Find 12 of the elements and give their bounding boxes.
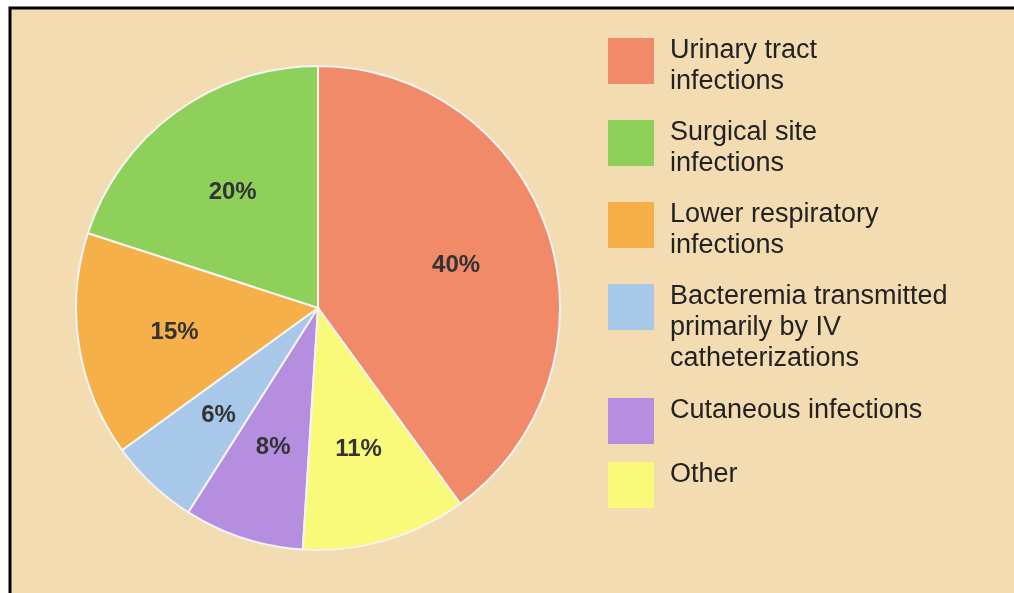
legend-label: Other — [670, 458, 738, 488]
data-label: 20% — [208, 176, 257, 204]
data-label: 6% — [201, 400, 236, 428]
data-label: 8% — [255, 432, 291, 460]
data-label: 11% — [335, 433, 382, 461]
legend-label: Bacteremia transmitted primarily by IV catheterizations — [670, 280, 948, 372]
legend-label: Lower respiratory infections — [670, 198, 880, 259]
data-label: 15% — [150, 317, 199, 345]
legend-label: Urinary tract infections — [670, 34, 818, 95]
data-label: 40% — [432, 249, 481, 277]
legend-label: Cutaneous infections — [670, 394, 923, 424]
legend-label: Surgical site infections — [670, 116, 818, 177]
